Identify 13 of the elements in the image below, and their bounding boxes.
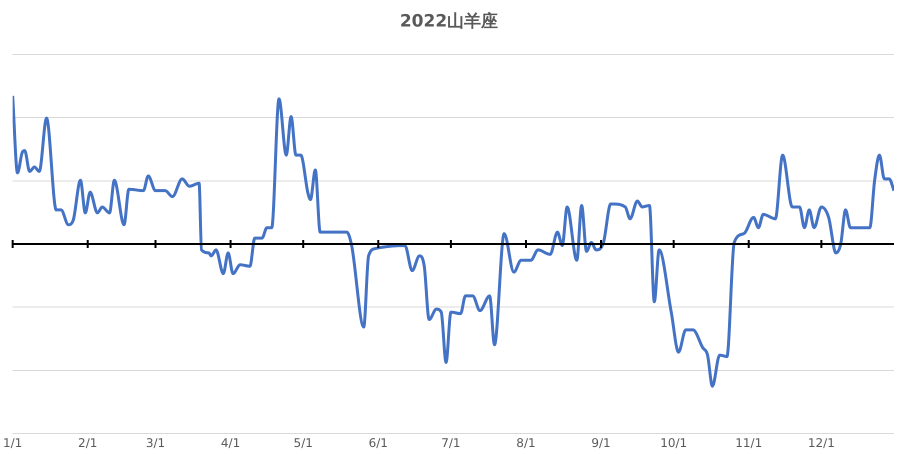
x-tick-label: 5/1 (294, 436, 313, 450)
x-tick-label: 10/1 (660, 436, 688, 450)
x-tick-label: 9/1 (591, 436, 611, 450)
x-tick-label: 7/1 (441, 436, 461, 450)
x-tick-label: 11/1 (735, 436, 762, 450)
chart-title: 2022山羊座 (400, 12, 498, 32)
x-tick-label: 12/1 (808, 436, 835, 450)
x-tick-label: 4/1 (220, 436, 240, 450)
x-tick-label: 6/1 (368, 436, 388, 450)
x-tick-label: 3/1 (146, 436, 166, 450)
x-tick-label: 8/1 (516, 436, 536, 450)
x-tick-label: 2/1 (78, 436, 98, 450)
x-tick-label: 1/1 (3, 436, 22, 450)
